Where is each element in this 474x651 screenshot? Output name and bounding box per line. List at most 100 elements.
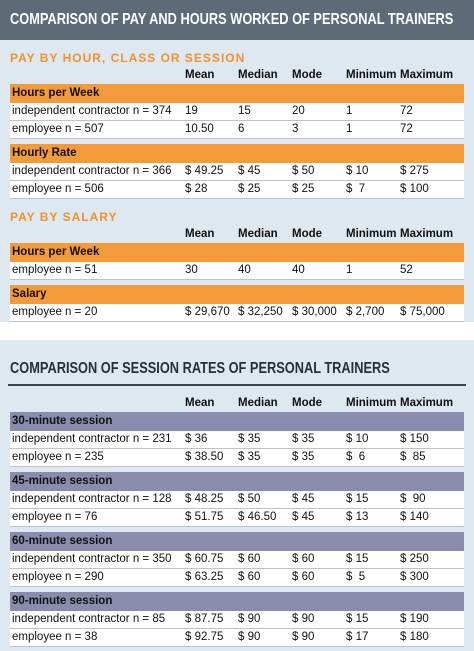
data-row: employee n = 76 $ 51.75 $ 46.50 $ 45 $ 13 $ 1… <box>10 509 464 527</box>
column-header: Minimum <box>346 69 397 81</box>
cell-value: $ 5 <box>346 571 366 583</box>
column-header-row: Mean Median Mode Minimum Maximum <box>10 66 464 84</box>
cell-value: $ 46.50 <box>238 511 277 523</box>
cell-value: $ 45 <box>292 493 315 505</box>
cell-value: $ 275 <box>400 165 429 177</box>
section-title: COMPARISON OF SESSION RATES OF PERSONAL … <box>8 354 466 386</box>
cell-value: $ 48.25 <box>185 493 224 505</box>
data-row: independent contractor n = 350 $ 60.75 $ 6… <box>10 551 464 569</box>
cell-value: $ 7 <box>346 183 366 195</box>
row-label: employee n = 235 <box>12 451 104 463</box>
cell-value: 10.50 <box>185 123 214 135</box>
cell-value: $ 15 <box>346 553 369 565</box>
cell-value: $ 51.75 <box>185 511 224 523</box>
cell-value: $ 32,250 <box>238 306 283 318</box>
data-row: employee n = 51 30 40 40 1 52 <box>10 262 464 280</box>
block: 90-minute session independent contractor … <box>10 592 464 647</box>
block: Hourly Rate independent contractor n = 36… <box>10 144 464 199</box>
block-label: Hours per Week <box>10 84 464 103</box>
column-header: Median <box>238 228 278 240</box>
column-header: Maximum <box>400 397 454 409</box>
block-label: Hourly Rate <box>10 144 464 163</box>
cell-value: $ 45 <box>292 511 315 523</box>
title-text: COMPARISON OF PAY AND HOURS WORKED OF PE… <box>10 11 454 28</box>
column-header-row: Mean Median Mode Minimum Maximum <box>10 225 464 243</box>
group: Mean Median Mode Minimum Maximum 30-minute se… <box>0 394 474 647</box>
cell-value: $ 6 <box>346 451 366 463</box>
data-row: employee n = 38 $ 92.75 $ 90 $ 90 $ 17 $ 180 <box>10 629 464 647</box>
column-header: Minimum <box>346 397 397 409</box>
row-label: employee n = 38 <box>12 631 98 643</box>
cell-value: $ 28 <box>185 183 208 195</box>
row-label: independent contractor n = 128 <box>12 493 172 505</box>
cell-value: $ 50 <box>292 165 315 177</box>
column-header: Mean <box>185 69 215 81</box>
block: 45-minute session independent contractor … <box>10 472 464 527</box>
data-row: independent contractor n = 85 $ 87.75 $ 90… <box>10 611 464 629</box>
title-text: COMPARISON OF SESSION RATES OF PERSONAL … <box>10 360 390 377</box>
cell-value: $ 25 <box>238 183 261 195</box>
row-label: employee n = 20 <box>12 306 98 318</box>
cell-value: $ 35 <box>292 451 315 463</box>
cell-value: 52 <box>400 264 413 276</box>
cell-value: $ 60 <box>292 571 315 583</box>
cell-value: $ 92.75 <box>185 631 224 643</box>
column-header: Mean <box>185 228 215 240</box>
data-row: independent contractor n = 374 19 15 20 1 72 <box>10 103 464 121</box>
cell-value: $ 190 <box>400 613 429 625</box>
cell-value: $ 87.75 <box>185 613 224 625</box>
cell-value: $ 63.25 <box>185 571 224 583</box>
cell-value: $ 50 <box>238 493 261 505</box>
group: PAY BY HOUR, CLASS OR SESSION Mean Median M… <box>0 50 474 199</box>
cell-value: $ 17 <box>346 631 369 643</box>
row-label: employee n = 506 <box>12 183 104 195</box>
cell-value: $ 300 <box>400 571 429 583</box>
cell-value: $ 90 <box>292 613 315 625</box>
cell-value: $ 2,700 <box>346 306 385 318</box>
cell-value: $ 13 <box>346 511 369 523</box>
block-label: 60-minute session <box>10 532 464 551</box>
column-header: Maximum <box>400 228 454 240</box>
block-label: 30-minute session <box>10 412 464 431</box>
row-label: independent contractor n = 374 <box>12 105 172 117</box>
column-header: Mode <box>292 228 323 240</box>
block-label: Hours per Week <box>10 243 464 262</box>
cell-value: 20 <box>292 105 305 117</box>
cell-value: $ 49.25 <box>185 165 224 177</box>
cell-value: 40 <box>292 264 305 276</box>
cell-value: $ 60.75 <box>185 553 224 565</box>
cell-value: $ 38.50 <box>185 451 224 463</box>
cell-value: $ 180 <box>400 631 429 643</box>
pay-section: COMPARISON OF PAY AND HOURS WORKED OF PE… <box>0 0 474 322</box>
cell-value: 6 <box>238 123 245 135</box>
group: PAY BY SALARY Mean Median Mode Minimum Maximu… <box>0 209 474 322</box>
cell-value: $ 29,670 <box>185 306 230 318</box>
column-header: Minimum <box>346 228 397 240</box>
cell-value: 1 <box>346 264 353 276</box>
group-heading: PAY BY SALARY <box>10 210 118 224</box>
cell-value: $ 250 <box>400 553 429 565</box>
group-heading: PAY BY HOUR, CLASS OR SESSION <box>10 51 246 65</box>
row-label: independent contractor n = 366 <box>12 165 172 177</box>
cell-value: 1 <box>346 105 353 117</box>
data-row: employee n = 506 $ 28 $ 25 $ 25 $ 7 $ 100 <box>10 181 464 199</box>
row-label: employee n = 507 <box>12 123 104 135</box>
cell-value: $ 35 <box>238 451 261 463</box>
cell-value: 19 <box>185 105 198 117</box>
block: Salary employee n = 20 $ 29,670 $ 32,250 $ 3… <box>10 285 464 322</box>
data-row: independent contractor n = 366 $ 49.25 $ 4… <box>10 163 464 181</box>
cell-value: $ 30,000 <box>292 306 337 318</box>
data-row: employee n = 235 $ 38.50 $ 35 $ 35 $ 6 $ 85 <box>10 449 464 467</box>
cell-value: $ 60 <box>238 553 261 565</box>
block: 60-minute session independent contractor … <box>10 532 464 587</box>
row-label: independent contractor n = 231 <box>12 433 172 445</box>
row-label: employee n = 51 <box>12 264 98 276</box>
data-row: independent contractor n = 128 $ 48.25 $ 5… <box>10 491 464 509</box>
cell-value: 72 <box>400 105 413 117</box>
section-title: COMPARISON OF PAY AND HOURS WORKED OF PE… <box>0 0 474 40</box>
column-header: Maximum <box>400 69 454 81</box>
cell-value: 3 <box>292 123 299 135</box>
cell-value: $ 35 <box>238 433 261 445</box>
column-header: Mode <box>292 69 323 81</box>
data-row: employee n = 20 $ 29,670 $ 32,250 $ 30,000 $… <box>10 304 464 322</box>
